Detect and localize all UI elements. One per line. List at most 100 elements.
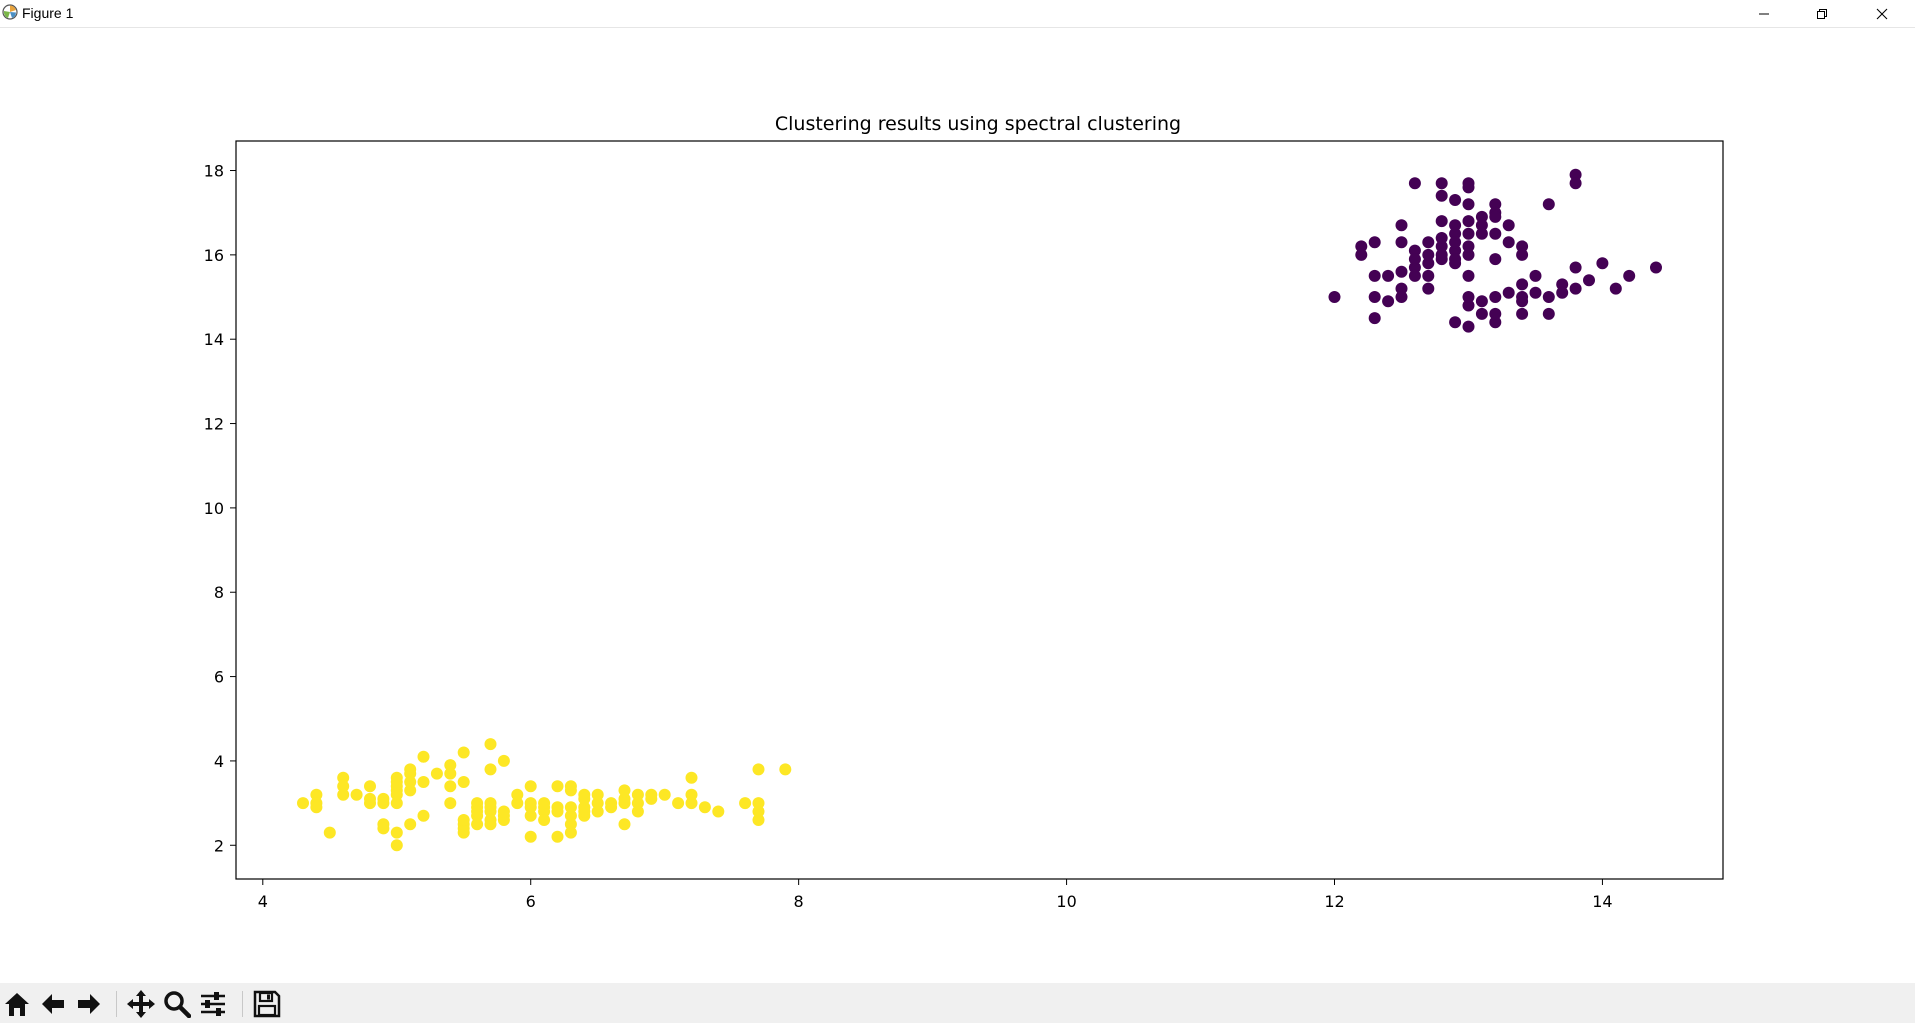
save-icon [253, 990, 281, 1018]
scatter-point [1529, 286, 1542, 299]
scatter-point [551, 780, 564, 793]
y-tick-label: 10 [204, 499, 224, 518]
scatter-point [1355, 248, 1368, 261]
configure-subplots-button[interactable] [196, 987, 230, 1021]
scatter-point [511, 797, 524, 810]
y-tick-label: 6 [214, 668, 224, 687]
scatter-point [457, 746, 470, 759]
scatter-point [1596, 257, 1609, 270]
scatter-point [444, 759, 457, 772]
scatter-point [471, 797, 484, 810]
y-tick-label: 16 [204, 246, 224, 265]
scatter-point [1368, 312, 1381, 325]
scatter-point [1462, 291, 1475, 303]
toolbar-separator [242, 991, 243, 1017]
scatter-point [564, 818, 577, 831]
scatter-point [417, 776, 430, 788]
scatter-point [1475, 219, 1488, 232]
scatter-point [578, 792, 591, 805]
scatter-point [1462, 320, 1475, 333]
scatter-point [310, 788, 323, 801]
minimize-button[interactable] [1735, 0, 1793, 27]
scatter-point [337, 780, 350, 793]
zoom-button[interactable] [160, 987, 194, 1021]
scatter-point [1489, 307, 1502, 320]
scatter-point [1489, 316, 1502, 329]
y-tick-label: 12 [204, 415, 224, 434]
back-button[interactable] [36, 987, 70, 1021]
scatter-point [1422, 282, 1435, 295]
scatter-point [1569, 261, 1582, 274]
forward-icon [78, 994, 100, 1014]
scatter-point [404, 776, 417, 788]
scatter-point [1462, 227, 1475, 240]
scatter-point [1502, 286, 1515, 299]
scatter-point [685, 788, 698, 801]
scatter-point [739, 797, 752, 810]
y-axis: 2 4 6 8 10 12 14 16 18 [204, 162, 236, 855]
scatter-point [658, 788, 671, 801]
scatter-point [364, 780, 376, 793]
scatter-point [1355, 240, 1368, 253]
scatter-point [1542, 307, 1555, 320]
scatter-point [631, 805, 644, 818]
pan-button[interactable] [124, 987, 158, 1021]
scatter-point [618, 818, 631, 831]
scatter-point [1449, 227, 1462, 240]
scatter-point [350, 788, 363, 801]
scatter-point [484, 818, 497, 831]
scatter-point [1475, 210, 1488, 223]
figure-canvas[interactable]: Clustering results using spectral cluste… [0, 28, 1915, 983]
scatter-point [1422, 269, 1435, 282]
scatter-point [1516, 248, 1529, 261]
x-tick-label: 14 [1592, 892, 1612, 911]
scatter-point [524, 797, 537, 810]
forward-button[interactable] [72, 987, 106, 1021]
axes-frame [235, 140, 1724, 880]
close-button[interactable] [1853, 0, 1911, 27]
scatter-point [752, 814, 765, 826]
scatter-point [1435, 248, 1448, 261]
scatter-point [310, 801, 323, 814]
scatter-point [1449, 194, 1462, 206]
scatter-point [1382, 269, 1395, 282]
scatter-point [564, 801, 577, 814]
scatter-point [1583, 274, 1595, 287]
restore-button[interactable] [1793, 0, 1851, 27]
y-tick-label: 18 [204, 162, 224, 181]
scatter-point [417, 750, 430, 763]
scatter-point [591, 788, 604, 801]
scatter-point [323, 826, 336, 839]
save-button[interactable] [250, 987, 284, 1021]
scatter-point [1368, 291, 1381, 303]
scatter-point [1408, 253, 1421, 266]
home-button[interactable] [0, 987, 34, 1021]
scatter-point [1516, 240, 1529, 253]
window-title: Figure 1 [22, 5, 74, 21]
scatter-point [1462, 248, 1475, 261]
scatter-point [1502, 236, 1515, 249]
scatter-point [1395, 219, 1408, 232]
scatter-point [1489, 291, 1502, 303]
scatter-point [1623, 269, 1636, 282]
scatter-point [1435, 189, 1448, 202]
scatter-point [672, 797, 685, 810]
scatter-point [337, 788, 350, 801]
scatter-point [444, 780, 457, 793]
scatter-point [1489, 198, 1502, 211]
scatter-point [1489, 210, 1502, 223]
configure-subplots-icon [201, 992, 225, 1016]
scatter-point [1475, 295, 1488, 308]
scatter-point [404, 818, 417, 831]
title-bar: Figure 1 [0, 0, 1915, 28]
scatter-point [752, 763, 765, 776]
scatter-point [1462, 215, 1475, 228]
x-tick-label: 4 [258, 892, 268, 911]
scatter-point [1368, 236, 1381, 249]
scatter-point [1408, 177, 1421, 190]
scatter-point [484, 763, 497, 776]
scatter-point [779, 763, 792, 776]
scatter-point [377, 822, 390, 835]
scatter-point [1382, 295, 1395, 308]
scatter-point [1449, 219, 1462, 232]
